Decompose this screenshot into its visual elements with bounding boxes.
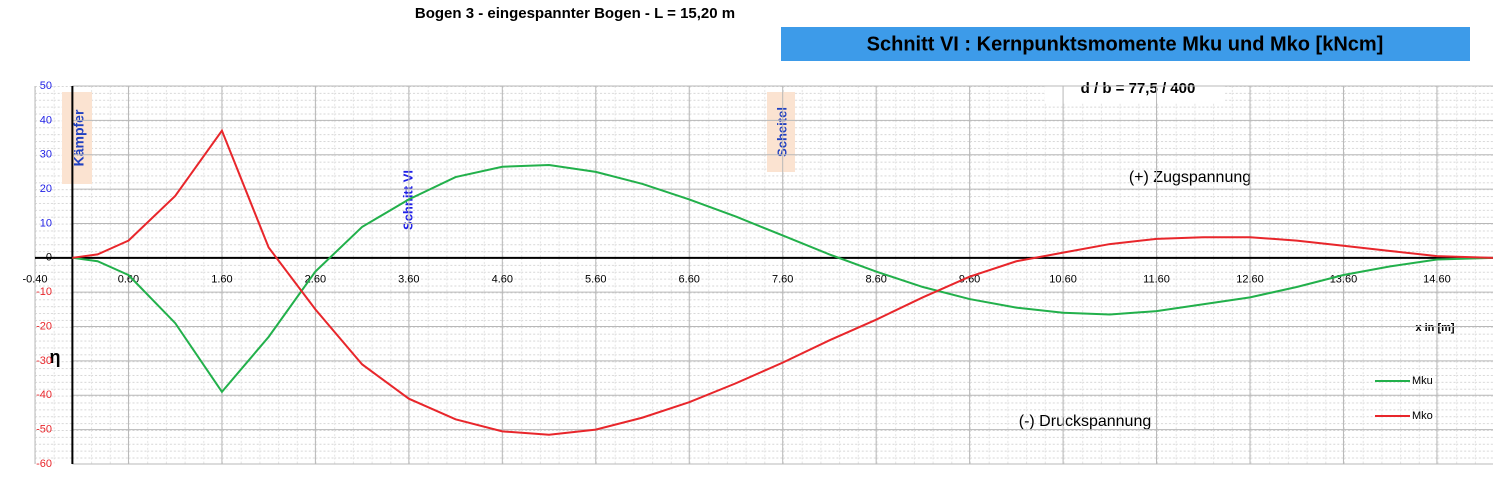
y-tick-label: 10 [40, 217, 52, 229]
x-axis-label: x in [m] [1415, 322, 1454, 334]
y-tick-label: 20 [40, 183, 52, 195]
x-tick-label: 8.60 [865, 274, 886, 286]
y-tick-label: 50 [40, 80, 52, 92]
subtitle: Schnitt VI : Kernpunktsmomente Mku und M… [867, 33, 1384, 55]
annotation-box [62, 92, 92, 184]
x-tick-label: 3.60 [398, 274, 419, 286]
annotation: (-) Druckspannung [1019, 413, 1152, 430]
annotation-box [767, 92, 795, 172]
x-tick-label: 1.60 [211, 274, 232, 286]
x-tick-label: 10.60 [1049, 274, 1077, 286]
y-tick-label: -20 [36, 320, 52, 332]
y-tick-label: 30 [40, 149, 52, 161]
x-tick-label: 6.60 [679, 274, 700, 286]
y-tick-label: 40 [40, 114, 52, 126]
x-tick-label: 12.60 [1236, 274, 1264, 286]
x-tick-label: 2.60 [305, 274, 326, 286]
annotation: Scheitel [774, 107, 789, 157]
y-tick-label: -30 [36, 355, 52, 367]
x-tick-label: 14.60 [1423, 274, 1451, 286]
x-tick-label: 4.60 [492, 274, 513, 286]
y-tick-label: -50 [36, 424, 52, 436]
annotation: (+) Zugspannung [1129, 169, 1251, 186]
minor-grid [35, 86, 1493, 464]
x-tick-label: -0.40 [22, 274, 47, 286]
y-tick-label: -60 [36, 458, 52, 470]
y-axis-label: η [50, 347, 61, 367]
legend-label: Mku [1412, 375, 1433, 387]
info-box [1045, 74, 1225, 102]
subtitle-box [781, 27, 1470, 61]
legend-label: Mko [1412, 410, 1433, 422]
x-tick-label: 0.60 [118, 274, 139, 286]
y-tick-label: -10 [36, 286, 52, 298]
x-tick-label: 7.60 [772, 274, 793, 286]
y-tick-label: -40 [36, 389, 52, 401]
series-line [72, 164, 1494, 394]
chart-title: Bogen 3 - eingespannter Bogen - L = 15,2… [415, 5, 735, 22]
x-tick-label: 11.60 [1143, 274, 1170, 286]
x-tick-label: 5.60 [585, 274, 606, 286]
x-tick-label: 9.60 [959, 274, 980, 286]
series-line [72, 128, 1494, 436]
annotation: Kämpfer [71, 109, 87, 166]
section-info: d / b = 77,5 / 400 [1081, 80, 1196, 97]
